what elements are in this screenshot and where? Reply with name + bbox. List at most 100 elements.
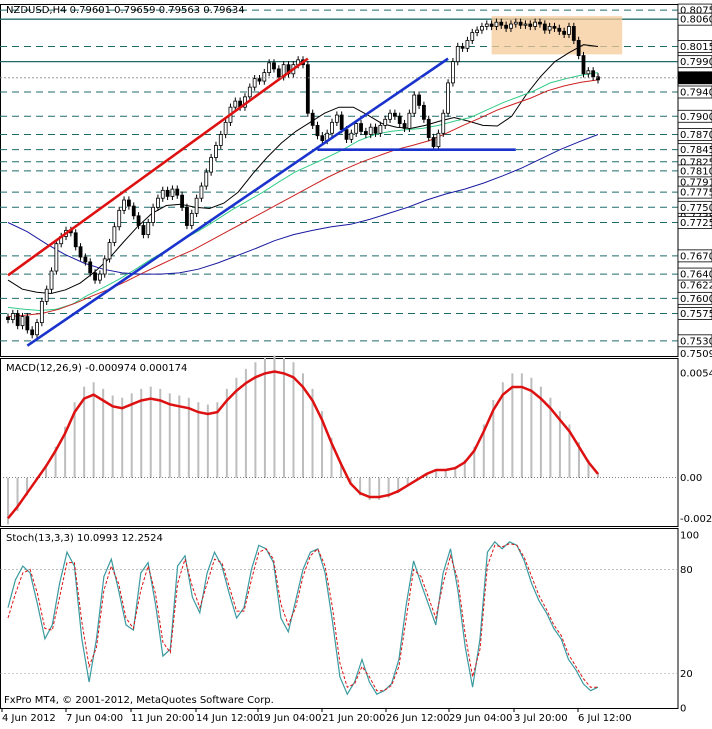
candle-body: [189, 212, 194, 226]
candle-body: [460, 46, 465, 49]
candle-body: [44, 288, 49, 302]
consolidation-box: [491, 16, 623, 55]
price-label-text: 0.79634: [680, 73, 712, 84]
candle-body: [93, 272, 97, 281]
candle-body: [83, 256, 88, 263]
price-axis-label: 0.77915: [680, 178, 712, 189]
candle-body: [591, 70, 596, 78]
candle-body: [417, 94, 421, 106]
macd-frame: [0, 358, 679, 527]
price-frame: [0, 4, 679, 357]
candle-body: [272, 62, 276, 70]
price-label-box: [677, 128, 712, 141]
candle-body: [523, 23, 528, 26]
candle-body: [20, 316, 25, 327]
price-label-box: [677, 267, 712, 281]
candle-body: [528, 23, 533, 27]
candle-body: [10, 313, 15, 320]
stoch-axis-label: 100: [680, 530, 699, 541]
candle-body: [214, 145, 218, 158]
candle-body: [151, 206, 155, 223]
candle-body: [97, 273, 102, 281]
candle-body: [499, 21, 504, 26]
stoch-axis-label: 0: [680, 704, 686, 715]
candle-body: [489, 23, 494, 27]
candle-body: [397, 115, 402, 124]
price-label-box: [677, 200, 712, 214]
candle-body: [223, 121, 228, 135]
candle-body: [412, 94, 417, 114]
candle-body: [25, 316, 30, 331]
stochastic-pane[interactable]: Stoch(13,3,3) 10.0993 12.2524 100 80 20 0: [0, 530, 699, 715]
price-axis-label: 0.75095: [680, 349, 712, 360]
candle-body: [233, 100, 238, 108]
macd-pane[interactable]: MACD(12,26,9) -0.000974 0.000174 0.00543 0…: [0, 355, 712, 525]
candle-body: [513, 21, 518, 25]
price-label-box: [677, 40, 712, 53]
candle-body: [136, 215, 141, 226]
candle-body: [54, 243, 59, 272]
price-label-box: [677, 12, 712, 26]
current-price-label: 0.79634: [677, 71, 712, 84]
candle-body: [436, 132, 441, 148]
time-tick-label: 14 Jun 12:00: [196, 713, 260, 724]
candle-body: [218, 134, 223, 146]
candle-body: [247, 86, 252, 98]
candle-body: [122, 199, 126, 211]
price-label-box: [677, 216, 712, 229]
price-label-text: 0.77915: [680, 178, 712, 189]
candle-body: [596, 76, 600, 81]
candle-body: [330, 121, 334, 134]
trendline[interactable]: [7, 57, 309, 277]
candle-body: [509, 23, 513, 29]
price-label-box: [677, 85, 712, 99]
price-label-box: [677, 334, 712, 348]
candle-body: [127, 199, 131, 207]
candle-body: [354, 123, 359, 134]
candle-body: [518, 21, 523, 26]
candle-body: [35, 322, 39, 336]
trendline[interactable]: [26, 57, 449, 347]
candle-body: [494, 21, 499, 27]
candle-body: [146, 222, 151, 236]
time-tick-label: 29 Jun 04:00: [449, 713, 513, 724]
candle-body: [112, 226, 117, 243]
pane-frames: [0, 4, 679, 709]
candle-body: [422, 104, 426, 120]
candle-body: [88, 261, 93, 274]
candle-body: [359, 123, 363, 132]
candle-body: [73, 232, 78, 248]
time-axis: 4 Jun 2012 7 Jun 04:00 11 Jun 20:00 14 Jun …: [1, 708, 632, 724]
candle-body: [373, 126, 378, 134]
time-tick-label: 26 Jun 12:00: [386, 713, 450, 724]
candle-body: [465, 40, 470, 49]
candle-body: [383, 118, 388, 126]
price-label-box: [677, 109, 712, 123]
candle-body: [392, 112, 397, 117]
candle-body: [504, 24, 509, 29]
candle-body: [446, 82, 450, 114]
time-tick-label: 11 Jun 20:00: [131, 713, 195, 724]
macd-title: MACD(12,26,9) -0.000974 0.000174: [6, 363, 187, 374]
macd-signal-line: [7, 370, 599, 520]
